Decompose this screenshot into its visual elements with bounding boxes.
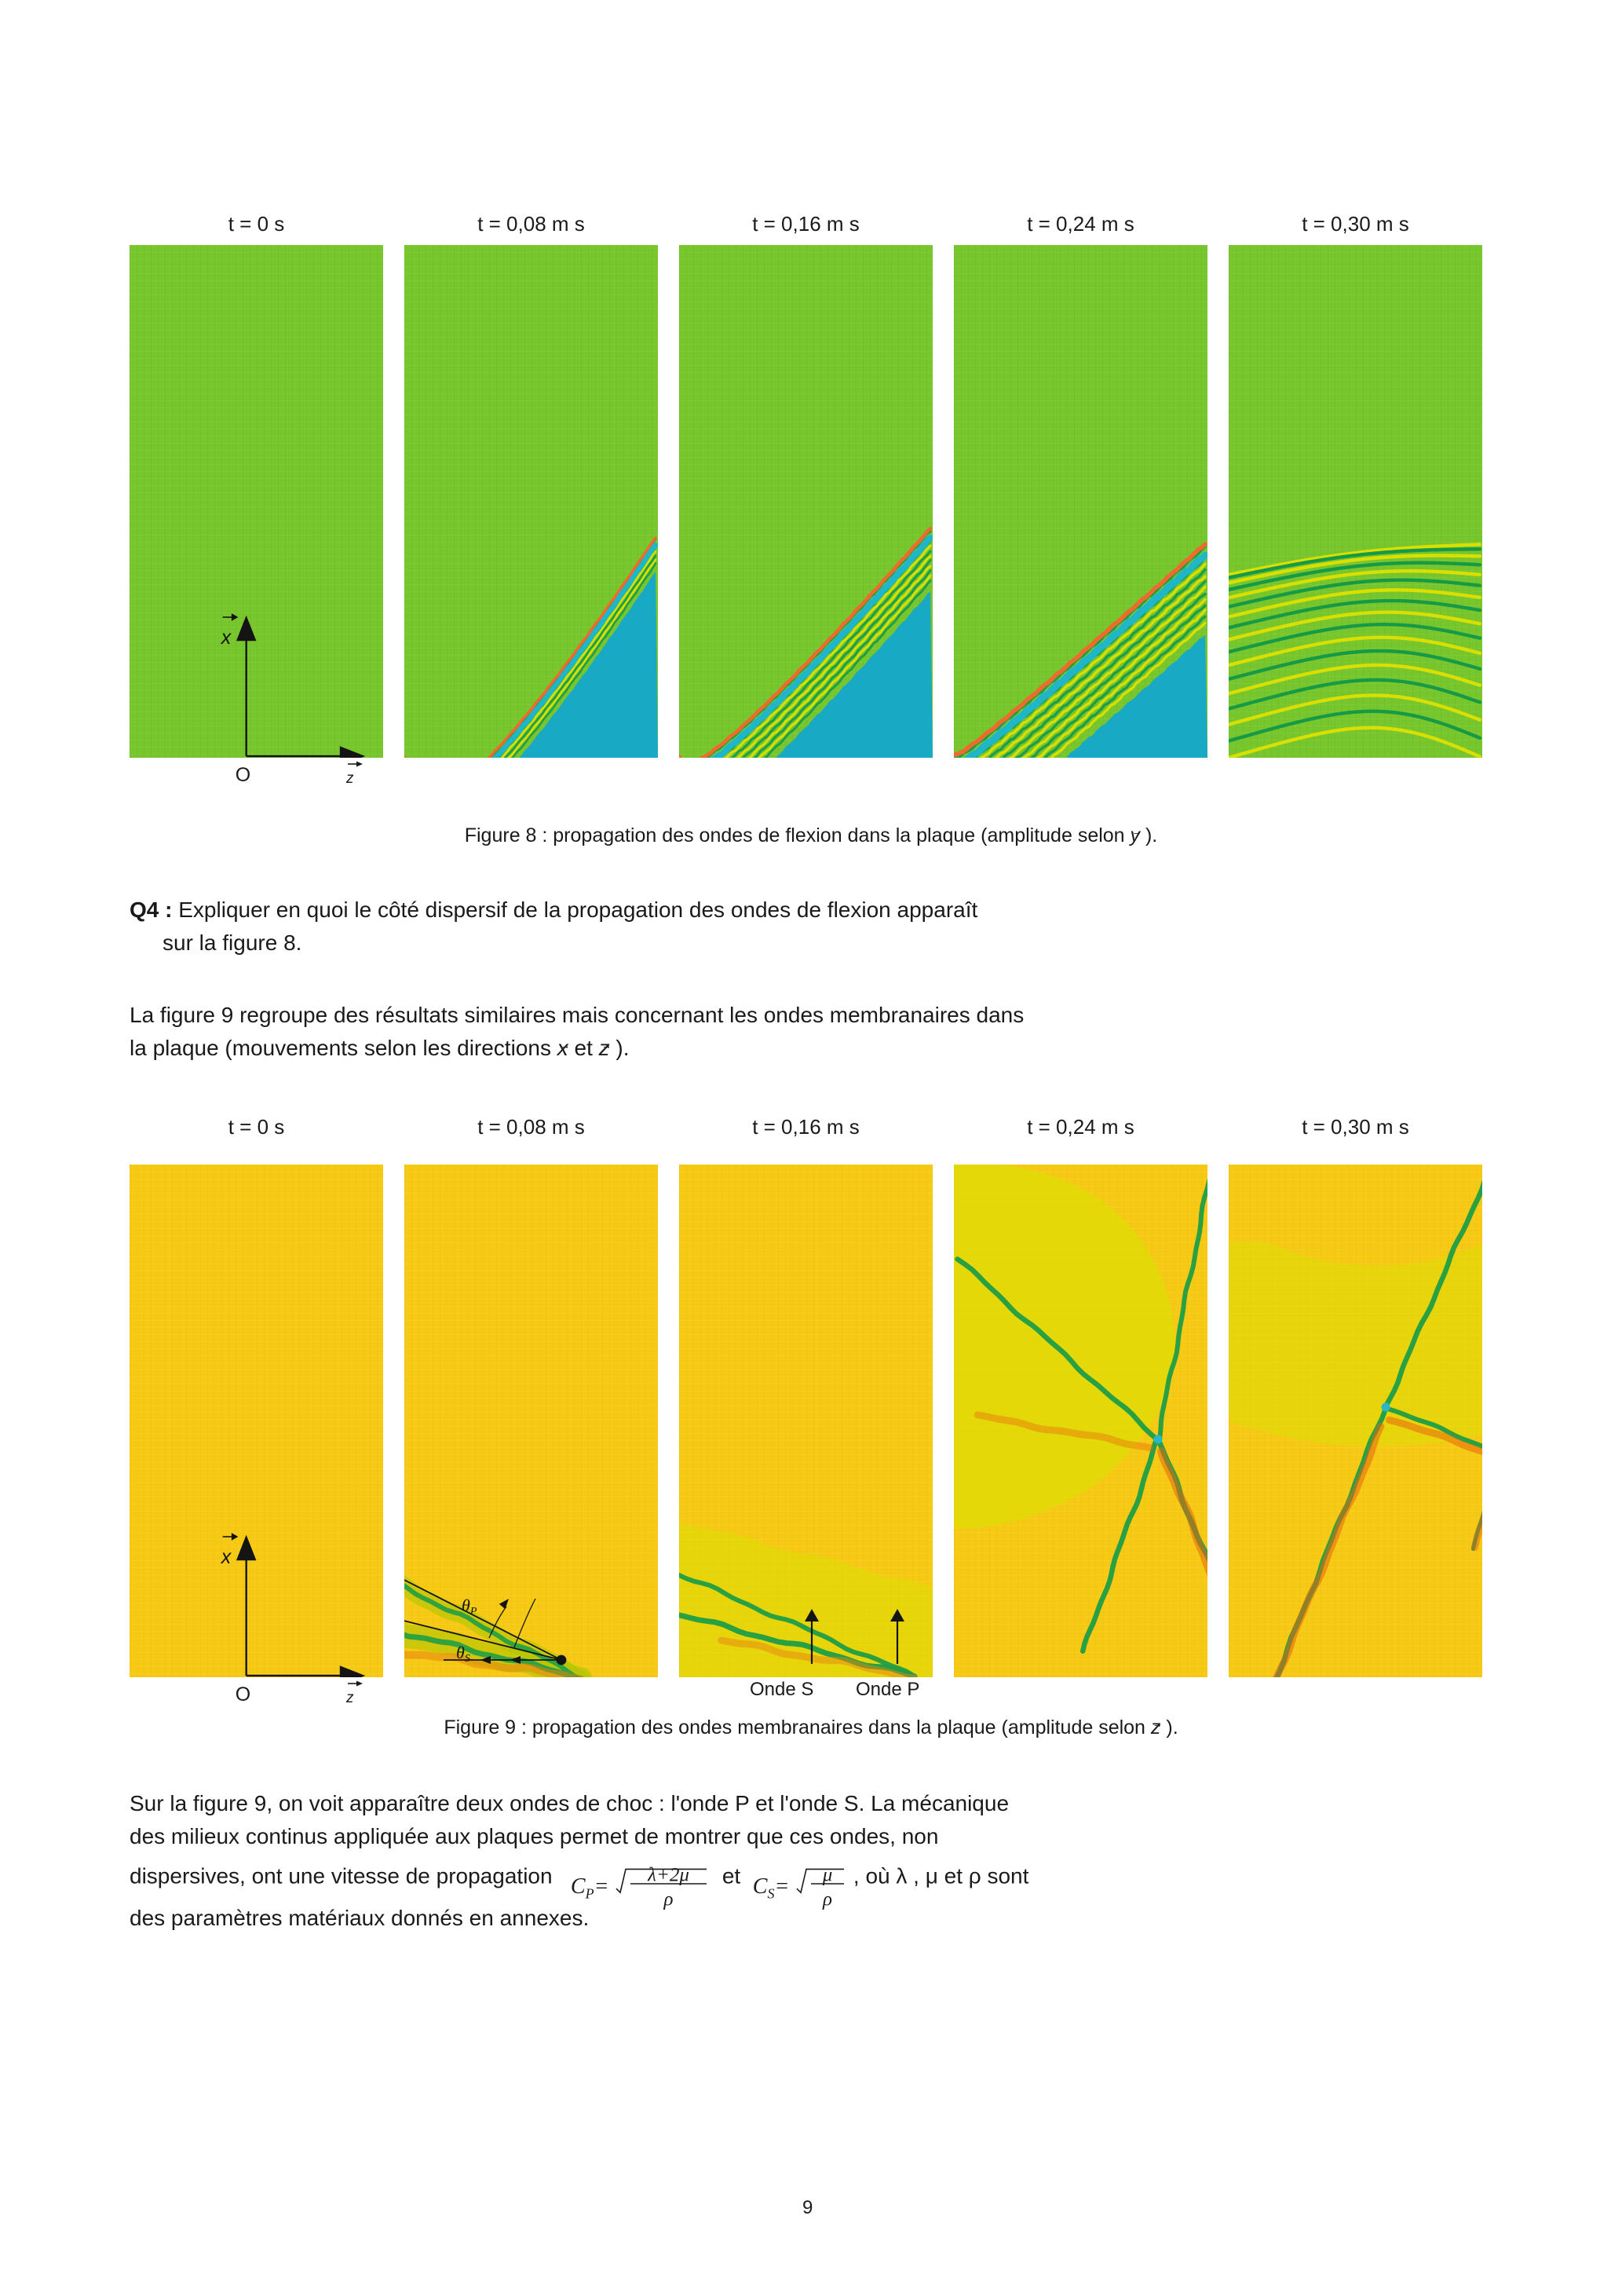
svg-text:ρ: ρ — [663, 1888, 674, 1910]
svg-text:x: x — [221, 1546, 232, 1568]
svg-text:λ+2μ: λ+2μ — [647, 1864, 689, 1885]
svg-text:x: x — [221, 627, 232, 649]
svg-text:μ: μ — [822, 1864, 833, 1885]
svg-text:ρ: ρ — [822, 1888, 832, 1910]
